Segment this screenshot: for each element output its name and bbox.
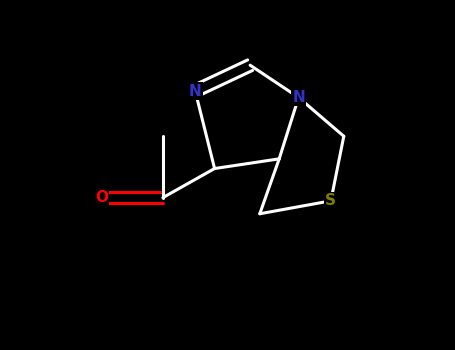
Text: O: O (95, 190, 108, 205)
Text: S: S (325, 193, 336, 208)
Text: N: N (292, 90, 305, 105)
Text: N: N (189, 84, 202, 98)
